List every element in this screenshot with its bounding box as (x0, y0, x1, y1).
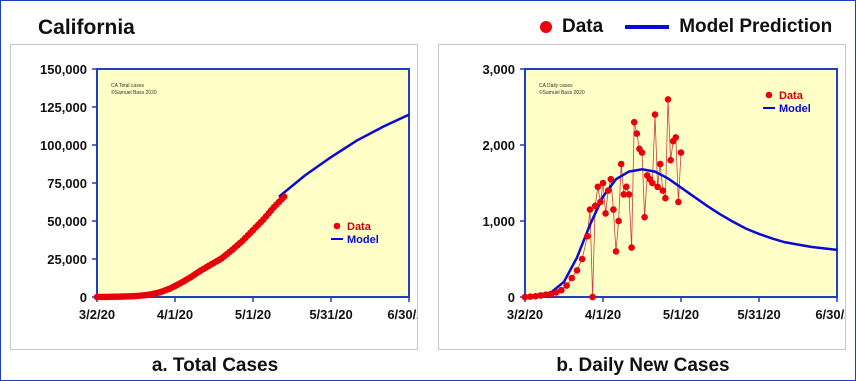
data-point (659, 187, 667, 194)
data-point (586, 206, 594, 213)
data-point (651, 111, 659, 118)
inner-legend-model-label: Model (347, 234, 379, 246)
data-point (568, 274, 576, 282)
data-point (625, 191, 633, 198)
y-tick-label: 3,000 (482, 62, 515, 77)
data-point (654, 183, 661, 191)
data-point (542, 291, 550, 299)
y-tick-label: 150,000 (40, 62, 87, 77)
y-tick-label: 100,000 (40, 138, 87, 153)
data-point (649, 179, 656, 187)
chart-title: California (38, 16, 135, 39)
y-tick-label: 25,000 (47, 252, 87, 267)
y-tick-label: 2,000 (482, 138, 515, 153)
x-tick-label: 4/1/20 (157, 307, 193, 322)
watermark-text: ©Samuel Bass 2020 (111, 89, 157, 96)
data-point (591, 202, 599, 210)
data-point (537, 292, 544, 299)
data-point (633, 130, 641, 137)
inner-legend-data-label: Data (779, 90, 804, 102)
data-point (675, 198, 682, 206)
data-point (578, 255, 586, 263)
y-tick-label: 1,000 (482, 214, 515, 229)
x-tick-label: 6/30/20 (387, 307, 417, 322)
top-legend: Data Model Prediction (540, 16, 832, 38)
data-point (641, 213, 648, 221)
data-point (662, 194, 669, 202)
x-tick-label: 3/2/20 (507, 307, 543, 322)
panel-total-cases: 0 25,000 50,000 75,000 100,000 125,000 150,000… (10, 44, 431, 350)
data-point (617, 160, 625, 168)
inner-legend-data-marker (333, 222, 341, 230)
caption-total-cases: a. Total Cases (151, 355, 279, 376)
total-cases-chart: 0 25,000 50,000 75,000 100,000 125,000 150,000… (40, 62, 431, 322)
daily-cases-chart: 0 1,000 2,000 3,000 3/2/20 4/1/20 5/1/20 5/31/2… (482, 62, 856, 322)
data-point (563, 282, 570, 289)
data-point (620, 191, 628, 198)
plot-area (96, 68, 410, 298)
data-point (573, 267, 581, 274)
data-point (599, 179, 607, 187)
data-point (638, 149, 646, 156)
watermark-text: ©Samuel Bass 2020 (539, 89, 585, 96)
x-tick-label: 5/31/20 (309, 307, 352, 322)
x-tick-label: 6/30/20 (815, 307, 845, 322)
x-tick-label: 5/1/20 (235, 307, 271, 322)
data-point (623, 183, 630, 191)
data-point (589, 293, 596, 301)
data-point (552, 289, 560, 296)
data-point (280, 193, 288, 200)
legend-model-line (625, 25, 670, 29)
x-tick-label: 5/1/20 (663, 307, 699, 322)
data-point (612, 248, 620, 255)
model-line (278, 113, 410, 198)
y-tick-label: 125,000 (40, 100, 87, 115)
data-point (628, 244, 635, 251)
caption-daily-cases: b. Daily New Cases (556, 355, 730, 376)
data-point (558, 286, 565, 294)
data-point (602, 210, 609, 217)
data-point (615, 217, 622, 225)
panel-daily-cases: 0 1,000 2,000 3,000 3/2/20 4/1/20 5/1/20 5/31/2… (438, 44, 856, 350)
legend-model-label: Model Prediction (679, 16, 833, 37)
data-point (672, 134, 680, 141)
y-tick-label: 0 (508, 290, 515, 305)
legend-data-label: Data (562, 16, 604, 37)
legend-data-marker (540, 21, 552, 33)
inner-legend-data-marker (765, 91, 773, 99)
data-point (547, 290, 555, 298)
inner-legend-model-label: Model (779, 103, 811, 115)
data-point (667, 156, 674, 164)
data-point (521, 293, 529, 301)
x-tick-label: 5/31/20 (737, 307, 780, 322)
x-tick-label: 3/2/20 (79, 307, 115, 322)
y-tick-label: 50,000 (47, 214, 87, 229)
data-point (607, 175, 615, 183)
data-point (532, 292, 539, 300)
watermark-text: CA Daily cases (539, 83, 573, 89)
data-point (526, 293, 534, 300)
data-point (584, 232, 591, 240)
data-point (597, 198, 604, 206)
watermark-text: CA Total cases (111, 83, 144, 89)
x-tick-label: 4/1/20 (585, 307, 621, 322)
data-point (630, 118, 638, 126)
data-point (664, 96, 672, 103)
inner-legend-data-label: Data (347, 221, 372, 233)
model-line (524, 168, 838, 299)
y-tick-label: 0 (80, 290, 87, 305)
data-point (610, 206, 617, 213)
data-point (677, 149, 685, 156)
data-point (656, 160, 664, 168)
data-point (604, 187, 612, 194)
y-tick-label: 75,000 (47, 176, 87, 191)
data-point (594, 183, 602, 191)
